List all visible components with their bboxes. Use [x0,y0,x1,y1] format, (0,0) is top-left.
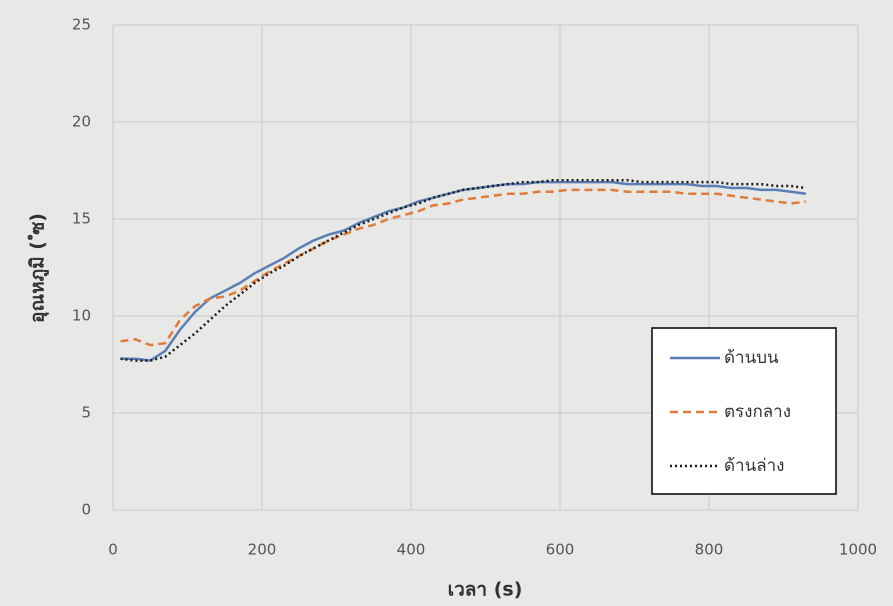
legend-label: ตรงกลาง [724,402,791,422]
x-axis-title: เวลา (s) [448,579,523,601]
legend-label: ด้านล่าง [724,456,784,476]
series-line [120,178,807,362]
x-tick-label: 600 [546,541,575,559]
x-tick-label: 1000 [839,541,877,559]
y-tick-label: 20 [72,113,91,131]
x-tick-label: 400 [397,541,426,559]
x-tick-label: 200 [248,541,277,559]
legend-box [651,327,837,495]
y-tick-label: 5 [81,404,91,422]
legend-label: ด้านบน [724,348,779,368]
y-tick-label: 25 [72,16,91,34]
y-tick-label: 0 [81,501,91,519]
series-line [120,188,807,347]
x-tick-label: 800 [695,541,724,559]
y-axis-title: อุณหภูมิ ( ํซ) [27,213,50,323]
y-tick-label: 10 [72,307,91,325]
x-tick-label: 0 [108,541,118,559]
y-tick-label: 15 [72,210,91,228]
